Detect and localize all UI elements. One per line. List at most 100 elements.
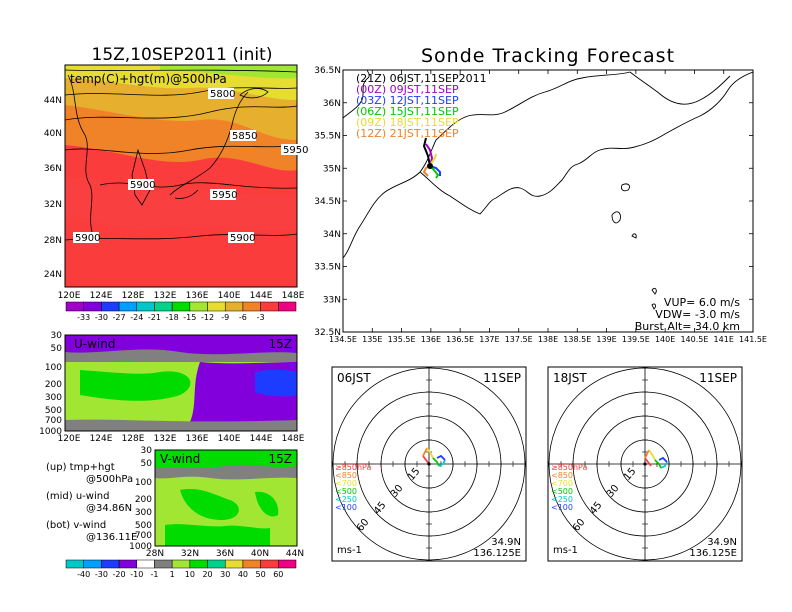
hodograph-lon: 136.125E [473,548,521,559]
track-lat-label: 36.5N [314,66,341,76]
hodograph-time: 18JST [553,371,587,385]
track-lat-label: 34.5N [314,197,341,207]
pressure-label: 50 [51,344,63,354]
colorbar-swatch [224,301,244,312]
uwind-lon-labels: 120E 124E 128E 132E 136E 140E 144E 148E [58,434,305,444]
colorbar-swatch [83,301,102,312]
uwind-lon-label: 136E [186,434,209,444]
colorbar-tick: 10 [185,570,195,579]
pressure-label: 30 [51,331,63,341]
colorbar-swatch [278,559,297,569]
sonde-tracks [422,137,441,179]
pressure-label: 500 [45,406,62,416]
colorbar-swatch [136,301,155,312]
colorbar-swatch [224,559,244,569]
contour-label: 5950 [281,144,308,156]
svg-text:5850: 5850 [232,131,257,142]
map-lon-labels: 120E 124E 128E 132E 136E 140E 144E 148E [58,291,305,301]
panel-note-line2: @500hPa [86,474,133,485]
pressure-legend-item: <700 [551,479,573,488]
track-ticks [342,69,754,333]
map-lon-label: 124E [90,291,113,301]
colorbar-swatch [189,301,208,312]
colorbar-tick: 30 [220,570,230,579]
colorbar-swatch [260,559,279,569]
pressure-legend-item: <500 [551,487,573,496]
colorbar-swatch [242,301,261,312]
uwind-lon-label: 144E [250,434,273,444]
hodograph-trace [422,447,428,457]
track-lon-label: 141E [714,335,734,344]
map-lon-label: 140E [218,291,241,301]
pressure-legend-item: ≥850hPa [551,463,588,472]
pressure-legend-item: <100 [551,503,573,512]
colorbar-tick: -10 [130,570,143,579]
colorbar-swatch [65,559,84,569]
hodograph-unit: ms-1 [337,545,362,556]
temp-colorbar [65,301,297,312]
map-lon-label: 132E [154,291,177,301]
colorbar-tick: -18 [166,313,179,322]
track-lon-label: 136E [421,335,441,344]
panel-note-line2: @136.11E [86,532,137,543]
colorbar-tick: 40 [238,570,248,579]
track-lat-label: 33.5N [314,263,341,273]
run-legend-item: (12Z) 21JST,11SEP [356,127,459,140]
map-lat-label: 28N [44,236,62,246]
hodograph-trace [648,449,656,461]
colorbar-tick: 60 [273,570,283,579]
svg-text:5900: 5900 [130,180,155,191]
uwind-lon-label: 124E [90,434,113,444]
map-lat-labels: 44N 40N 36N 32N 28N 24N [44,96,62,280]
track-map-panel: 36.5N 36N 35.5N 35N 34.5N 34N 33.5N 33N 32.5N 13… [314,66,767,344]
track-lon-label: 135E [362,335,382,344]
track-lon-label: 140E [655,335,675,344]
contour-label: 5800 [208,88,235,100]
colorbar-swatch [154,559,173,569]
track-lat-label: 35.5N [314,132,341,142]
uwind-label: U-wind [74,337,115,351]
pressure-legend-item: <250 [335,495,357,504]
colorbar-swatch [171,301,191,312]
temp-map-panel: temp(C)+hgt(m)@500hPa 5800 5850 5950 5900 59… [44,64,308,301]
contour-label: 5900 [128,179,155,191]
colorbar-tick: -6 [239,313,247,322]
contour-labels: 5800 5850 5950 5900 5950 5900 5900 [73,88,308,244]
pressure-label: 500 [135,521,152,531]
pressure-label: 100 [45,363,62,373]
launch-point [427,163,433,169]
temp-colorbar-ticks: -33 -30 -27 -24 -21 -18 -15 -12 -9 -6 -3 [77,313,264,322]
panel-note-line1: (mid) u-wind [46,491,109,502]
track-lon-label: 139E [596,335,616,344]
colorbar-swatch [118,301,138,312]
vwind-time: 15Z [269,452,293,466]
burst-alt-text: Burst Alt= 34.0 km [635,320,740,333]
hodograph-date: 11SEP [483,371,521,385]
panel-notes: (up) tmp+hgt@500hPa (mid) u-wind@34.86N (b… [46,462,137,543]
track-lon-label: 138E [538,335,558,344]
map-lon-label: 148E [282,291,305,301]
hodograph-date: 11SEP [699,371,737,385]
pressure-label: 700 [45,416,62,426]
run-legend: (21Z) 06JST,11SEP2011(00Z) 09JST,11SEP(0… [356,72,487,140]
colorbar-swatch [136,559,155,569]
track-lon-label: 141.5E [739,335,767,344]
hodograph-trace [660,461,668,469]
uwind-time: 15Z [269,337,293,351]
track-lon-label: 135.5E [388,335,416,344]
vwind-lat-label: 28N [146,549,164,559]
vwind-lat-label: 32N [181,549,199,559]
contour-label: 5900 [228,232,255,244]
hodograph-trace [426,447,434,459]
hodograph-trace [658,456,668,463]
colorbar-swatch [171,559,191,569]
contour-label: 5950 [210,189,237,201]
track-lat-label: 35N [323,164,341,174]
pressure-legend-item: <500 [335,487,357,496]
colorbar-swatch [242,559,261,569]
track-lon-label: 139.5E [622,335,650,344]
track-lat-labels: 36.5N 36N 35.5N 35N 34.5N 34N 33.5N 33N 32.5N [314,66,341,338]
hodograph-trace [436,454,446,461]
